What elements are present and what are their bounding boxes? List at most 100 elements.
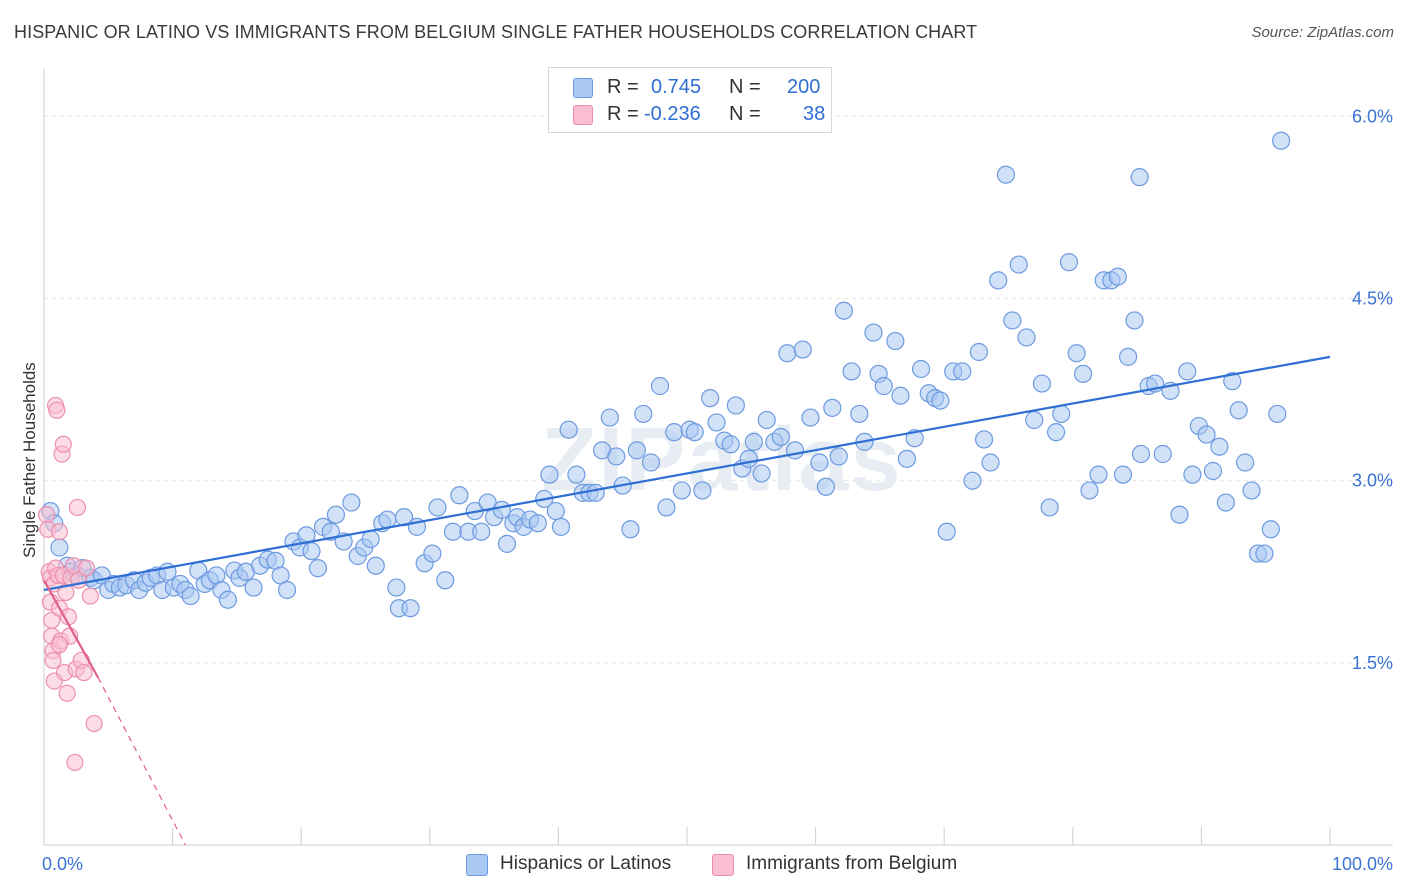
data-point-hispanics <box>1040 498 1059 517</box>
series-belgium-points <box>37 396 103 772</box>
data-point-hispanics <box>1203 461 1223 481</box>
x-tick-label: 100.0% <box>1332 854 1393 874</box>
data-point-hispanics <box>1080 481 1099 500</box>
data-point-hispanics <box>1118 347 1138 366</box>
data-point-hispanics <box>937 522 956 541</box>
data-point-belgium <box>85 714 103 733</box>
data-point-hispanics <box>423 544 442 563</box>
data-point-hispanics <box>1170 505 1189 524</box>
data-point-hispanics <box>244 578 263 597</box>
data-point-hispanics <box>996 165 1016 184</box>
data-point-belgium <box>68 498 87 517</box>
data-point-hispanics <box>886 331 905 351</box>
legend-n-value: 200 <box>787 76 821 98</box>
legend-r-label: R = <box>607 103 639 125</box>
data-point-hispanics <box>497 534 517 553</box>
data-point-hispanics <box>969 342 989 362</box>
bottom-legend-label: Hispanics or Latinos <box>500 853 672 874</box>
bottom-legend-swatch <box>466 854 488 876</box>
data-point-hispanics <box>1125 311 1144 330</box>
data-point-hispanics <box>752 464 771 483</box>
data-point-hispanics <box>1046 423 1066 442</box>
data-point-hispanics <box>829 447 848 466</box>
data-point-hispanics <box>1229 401 1248 420</box>
data-point-hispanics <box>551 517 571 536</box>
trend-line-belgium <box>43 579 99 678</box>
data-point-hispanics <box>361 529 380 549</box>
data-point-hispanics <box>277 580 297 600</box>
data-point-hispanics <box>897 449 917 468</box>
data-point-belgium <box>75 663 93 682</box>
trend-lines <box>43 355 1331 846</box>
data-point-belgium <box>54 435 72 453</box>
data-point-hispanics <box>672 481 691 500</box>
tick-labels: 1.5% 3.0% 4.5% 6.0% 0.0% 100.0% <box>42 106 1393 874</box>
data-point-belgium <box>48 401 66 419</box>
data-point-hispanics <box>540 465 559 484</box>
data-point-hispanics <box>785 441 805 460</box>
data-point-hispanics <box>981 453 1000 472</box>
data-point-hispanics <box>842 362 861 381</box>
data-point-hispanics <box>1017 328 1036 347</box>
data-point-hispanics <box>1178 362 1197 381</box>
data-point-belgium <box>50 523 69 541</box>
legend-n-value: 38 <box>803 103 826 125</box>
data-point-hispanics <box>850 404 869 424</box>
data-point-hispanics <box>559 420 578 439</box>
data-point-hispanics <box>634 404 653 424</box>
data-point-hispanics <box>586 483 605 502</box>
data-point-hispanics <box>342 493 361 512</box>
data-point-hispanics <box>1268 404 1287 424</box>
data-point-hispanics <box>1059 253 1079 272</box>
data-point-belgium <box>37 506 56 524</box>
data-point-belgium <box>50 636 69 654</box>
legend-n-label: N = <box>729 76 761 98</box>
y-axis-label: Single Father Households <box>20 362 39 558</box>
data-point-hispanics <box>757 410 776 430</box>
data-point-hispanics <box>793 340 812 359</box>
data-point-hispanics <box>771 427 790 447</box>
data-point-hispanics <box>1073 364 1093 383</box>
y-tick-label: 6.0% <box>1352 106 1393 126</box>
data-point-hispanics <box>1197 425 1216 444</box>
data-point-hispanics <box>1108 267 1127 286</box>
data-point-hispanics <box>707 413 726 432</box>
data-point-hispanics <box>546 501 565 521</box>
data-point-hispanics <box>963 471 982 490</box>
legend-r-label: R = <box>607 76 639 98</box>
bottom-legend-label: Immigrants from Belgium <box>746 853 958 874</box>
data-point-hispanics <box>657 498 676 517</box>
data-point-belgium <box>58 684 76 702</box>
data-point-hispanics <box>911 359 931 379</box>
data-point-hispanics <box>528 514 547 533</box>
data-point-hispanics <box>1032 374 1052 393</box>
data-point-hispanics <box>1113 465 1133 484</box>
source-label: Source: ZipAtlas.com <box>1251 24 1394 41</box>
data-point-hispanics <box>701 389 720 408</box>
data-point-hispanics <box>693 481 712 500</box>
data-point-hispanics <box>600 408 619 427</box>
data-point-hispanics <box>816 477 835 496</box>
data-point-hispanics <box>1052 404 1071 424</box>
data-point-hispanics <box>1272 131 1291 150</box>
data-point-hispanics <box>387 578 406 597</box>
data-point-hispanics <box>874 376 893 396</box>
legend-r-value: 0.745 <box>651 76 702 98</box>
data-point-hispanics <box>1223 372 1242 391</box>
y-tick-label: 1.5% <box>1352 653 1393 673</box>
data-point-hispanics <box>641 453 661 472</box>
trend-line-hispanics <box>43 355 1331 592</box>
data-point-belgium <box>66 753 84 772</box>
data-point-hispanics <box>744 432 763 451</box>
data-point-hispanics <box>436 571 455 590</box>
legend-swatch-hispanics <box>573 78 593 98</box>
data-point-hispanics <box>864 323 883 342</box>
data-point-hispanics <box>567 465 586 484</box>
data-point-hispanics <box>50 538 69 557</box>
data-point-hispanics <box>1183 465 1202 484</box>
data-point-hispanics <box>450 486 469 505</box>
data-point-hispanics <box>823 398 842 417</box>
data-point-hispanics <box>1210 437 1229 456</box>
data-point-hispanics <box>308 559 328 578</box>
data-point-hispanics <box>739 449 758 468</box>
